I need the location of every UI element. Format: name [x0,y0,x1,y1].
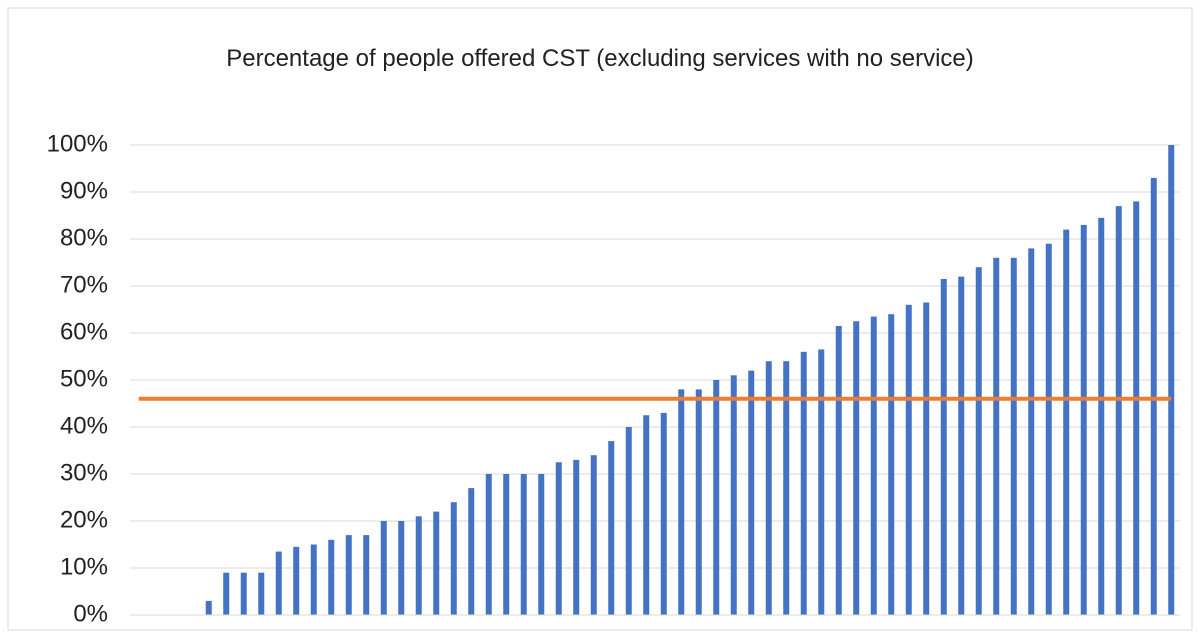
bar [765,361,772,615]
bar [1168,145,1175,615]
y-tick-label: 40% [60,412,108,439]
bar [555,462,562,615]
bar [258,572,265,615]
y-tick-label: 100% [47,130,108,157]
y-tick-label: 90% [60,177,108,204]
bar [293,546,300,615]
bar [275,551,282,615]
bar [625,427,632,615]
bar [923,302,930,615]
bar [485,474,492,615]
bar [450,502,457,615]
bar [870,316,877,615]
y-tick-label: 20% [60,506,108,533]
bar [695,389,702,615]
bar [1010,257,1017,615]
bar [1080,224,1087,615]
bar [223,572,230,615]
y-tick-label: 30% [60,459,108,486]
bar [590,455,597,615]
bar [1045,243,1052,615]
y-tick-label: 80% [60,224,108,251]
bar [468,488,475,615]
bar [800,351,807,615]
bar [678,389,685,615]
y-tick-label: 50% [60,365,108,392]
bar [1133,201,1140,615]
bar [1115,206,1122,615]
bar [380,521,387,615]
y-tick-label: 10% [60,553,108,580]
y-tick-label: 60% [60,318,108,345]
bar [643,415,650,615]
bar [1063,229,1070,615]
bar [835,325,842,615]
bar [993,257,1000,615]
chart-title: Percentage of people offered CST (exclud… [226,45,974,72]
bar [240,572,247,615]
bar [608,441,615,615]
bar [328,539,335,615]
bar [730,375,737,615]
bar [538,474,545,615]
bar [398,521,405,615]
bar [205,600,212,615]
bar [958,276,965,615]
bar [363,535,370,615]
bar [1098,217,1105,615]
bar [853,321,860,615]
bar [660,412,667,615]
bar [415,516,422,615]
bar [940,278,947,615]
bar [1150,177,1157,615]
bar [1028,248,1035,615]
y-tick-label: 70% [60,271,108,298]
y-tick-label: 0% [73,600,108,627]
bar [783,361,790,615]
bar [345,535,352,615]
bar [520,474,527,615]
bar [888,314,895,615]
bar [573,459,580,615]
bar [748,370,755,615]
bar [433,511,440,615]
bar [713,380,720,615]
bar [975,267,982,615]
bar [818,349,825,615]
bar [503,474,510,615]
bar [905,304,912,615]
bar [310,544,317,615]
